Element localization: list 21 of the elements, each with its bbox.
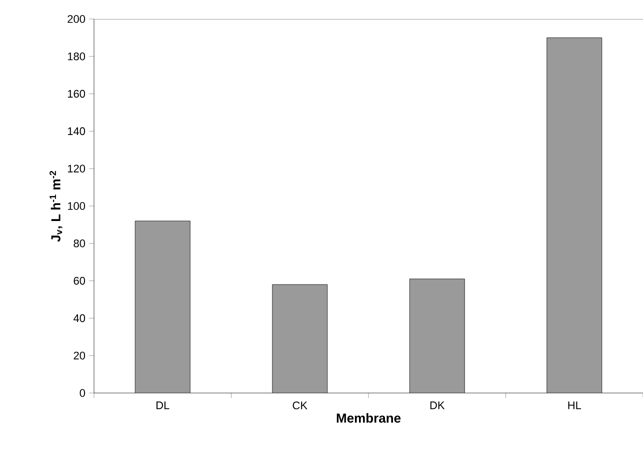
x-tick-label: DL — [156, 402, 170, 410]
bar — [546, 37, 602, 393]
y-tick-label: 80 — [74, 239, 86, 248]
bar — [272, 284, 328, 393]
y-tick-label: 160 — [68, 90, 86, 98]
x-tick-label: DK — [430, 402, 445, 410]
x-axis-title: Membrane — [336, 413, 401, 423]
bar — [135, 220, 190, 393]
y-tick-label: 140 — [68, 127, 86, 136]
y-tick-label: 100 — [68, 202, 86, 210]
y-tick-label: 200 — [68, 15, 86, 23]
y-tick-label: 120 — [68, 164, 86, 172]
x-tick-label: HL — [568, 402, 582, 410]
y-tick-label: 20 — [74, 352, 86, 360]
x-tick-label: CK — [292, 402, 308, 410]
bar — [410, 278, 465, 393]
y-tick-label: 0 — [80, 389, 86, 397]
y-axis-title: J$_{v}$, L h$^{-1}$ m$^{-2}$ — [50, 170, 62, 242]
y-tick-label: 60 — [74, 276, 86, 285]
y-tick-label: 40 — [73, 314, 86, 322]
y-tick-label: 180 — [68, 52, 86, 60]
